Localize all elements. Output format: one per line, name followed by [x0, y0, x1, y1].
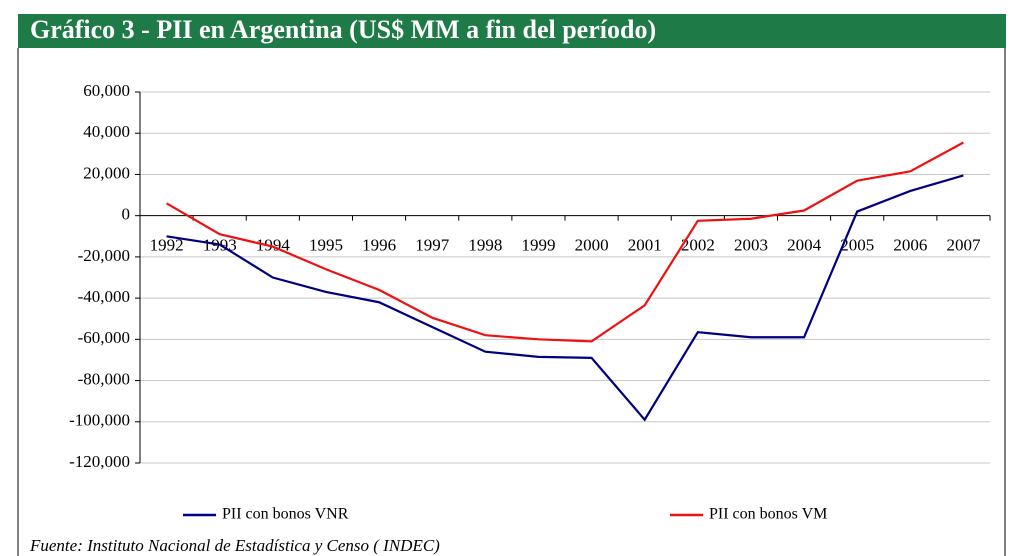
y-tick-label: 60,000 — [83, 81, 130, 100]
series-line — [166, 141, 964, 343]
y-tick-label: -60,000 — [78, 328, 130, 347]
series-line — [166, 174, 964, 422]
y-tick-label: -80,000 — [78, 369, 130, 388]
x-tick-label: 2001 — [628, 236, 662, 255]
x-tick-label: 2007 — [946, 236, 981, 255]
y-tick-label: -20,000 — [78, 246, 130, 265]
y-tick-label: -120,000 — [69, 452, 130, 471]
y-tick-label: 20,000 — [83, 163, 130, 182]
x-tick-label: 2002 — [681, 236, 715, 255]
x-tick-label: 1992 — [150, 236, 184, 255]
x-tick-label: 2004 — [787, 236, 822, 255]
x-tick-label: 1999 — [521, 236, 555, 255]
y-tick-label: 40,000 — [83, 122, 130, 141]
x-tick-label: 1996 — [362, 236, 396, 255]
x-tick-label: 2000 — [575, 236, 609, 255]
source: Fuente: Instituto Nacional de Estadístic… — [29, 536, 440, 555]
y-tick-label: -100,000 — [69, 411, 130, 430]
x-tick-label: 2003 — [734, 236, 768, 255]
legend-label: PII con bonos VM — [709, 506, 827, 523]
title-bar — [18, 14, 1006, 48]
legend-label: PII con bonos VNR — [222, 506, 349, 523]
x-tick-label: 1998 — [468, 236, 502, 255]
x-tick-label: 1995 — [309, 236, 343, 255]
chart-title: Gráfico 3 - PII en Argentina (US$ MM a f… — [30, 15, 656, 44]
x-tick-label: 2006 — [893, 236, 927, 255]
x-tick-label: 2005 — [840, 236, 874, 255]
y-tick-label: -40,000 — [78, 287, 130, 306]
y-tick-label: 0 — [122, 205, 131, 224]
x-tick-label: 1997 — [415, 236, 450, 255]
